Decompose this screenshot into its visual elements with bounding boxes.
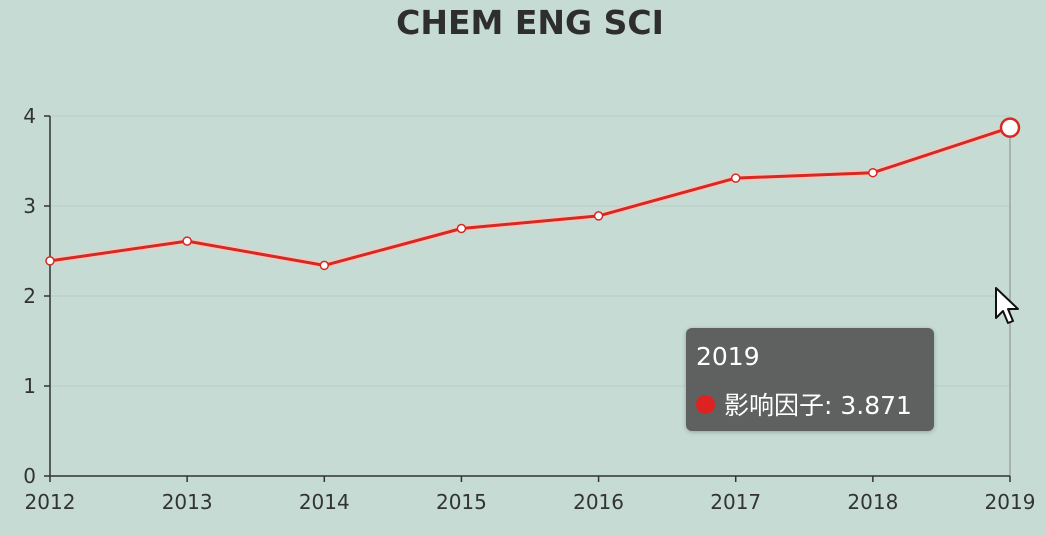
- x-tick-label: 2015: [436, 490, 487, 514]
- data-point: [319, 260, 330, 271]
- tooltip-title: 2019: [696, 342, 760, 371]
- tooltip-value-label: 影响因子: 3.871: [724, 391, 912, 420]
- x-tick-label: 2013: [162, 490, 213, 514]
- data-point: [730, 173, 741, 183]
- chart-title: CHEM ENG SCI: [396, 3, 664, 42]
- mouse-pointer-icon: [995, 287, 1019, 324]
- series-color-dot: [696, 394, 715, 414]
- x-tick-label: 2019: [985, 490, 1036, 514]
- data-points: [45, 117, 1021, 271]
- data-point: [182, 236, 192, 246]
- axes: 0 1 2 3 4 2012 2013 2014 2015 2016 2017 2018 2019: [23, 104, 1035, 514]
- x-tick-label: 2012: [25, 490, 76, 514]
- y-tick-label: 0: [23, 464, 36, 488]
- series-line-layer: [49, 124, 1012, 269]
- y-tick-label: 1: [23, 374, 36, 398]
- y-tick-label: 2: [23, 284, 36, 308]
- tooltip-row: 影响因子: 3.871: [696, 386, 912, 422]
- data-point: [593, 211, 604, 221]
- y-tick-label: 3: [23, 194, 36, 218]
- y-tick-label: 4: [23, 104, 36, 128]
- data-point: [456, 223, 467, 234]
- series-line: [49, 126, 1011, 267]
- x-tick-label: 2016: [573, 490, 624, 514]
- data-point: [45, 256, 55, 266]
- x-tick-label: 2018: [847, 490, 898, 514]
- data-point: [868, 167, 878, 178]
- x-tick-label: 2014: [299, 490, 350, 514]
- highlighted-data-point: [999, 117, 1021, 138]
- tooltip: 2019 影响因子: 3.871: [686, 328, 934, 431]
- x-tick-label: 2017: [710, 490, 761, 514]
- series-line-glow: [49, 124, 1012, 269]
